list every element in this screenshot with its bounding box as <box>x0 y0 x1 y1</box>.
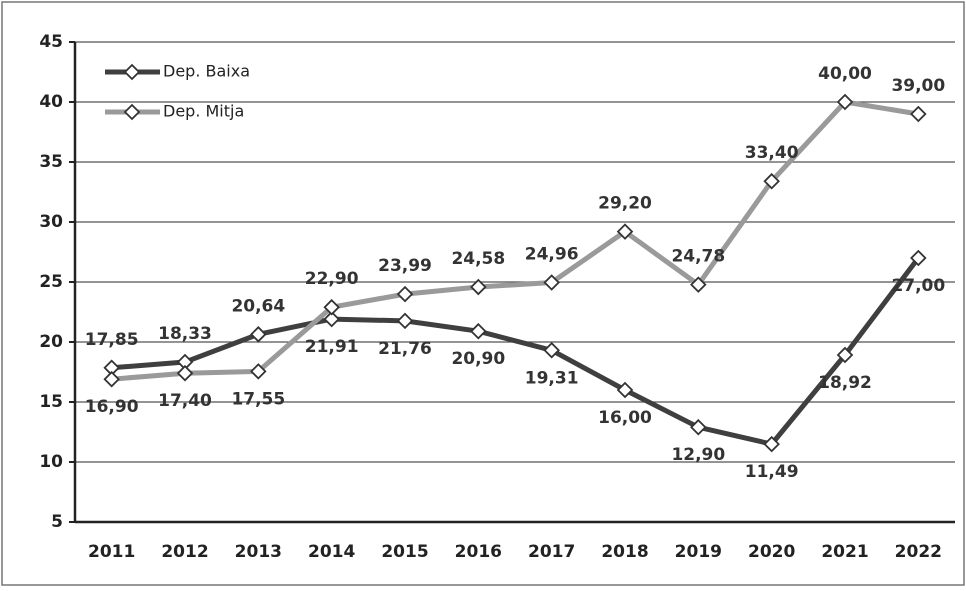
marker <box>616 381 634 399</box>
y-tick-label: 5 <box>51 512 63 532</box>
value-label: 16,00 <box>598 408 652 428</box>
value-label: 17,55 <box>231 389 285 409</box>
series-line <box>111 256 921 447</box>
x-tick-label: 2021 <box>821 542 868 562</box>
y-tick-label: 15 <box>39 392 63 412</box>
legend-marker <box>123 103 141 121</box>
x-tick-label: 2012 <box>161 542 208 562</box>
marker <box>396 285 414 303</box>
x-tick-label: 2019 <box>675 542 722 562</box>
y-tick-label: 35 <box>39 152 63 172</box>
marker <box>543 342 560 359</box>
value-label: 24,58 <box>451 249 505 269</box>
x-tick-label: 2015 <box>381 542 428 562</box>
y-tick-label: 10 <box>39 452 63 472</box>
value-label: 39,00 <box>891 76 945 96</box>
value-label: 21,91 <box>305 337 359 357</box>
value-label: 27,00 <box>891 276 945 296</box>
legend-marker <box>123 63 141 81</box>
marker <box>836 93 854 111</box>
x-tick-label: 2013 <box>235 542 282 562</box>
x-tick-label: 2020 <box>748 542 795 562</box>
marker <box>103 370 120 388</box>
marker <box>910 105 927 123</box>
value-label: 12,90 <box>671 445 725 465</box>
x-tick-label: 2016 <box>455 542 502 562</box>
x-tick-label: 2017 <box>528 542 575 562</box>
value-label: 11,49 <box>745 462 799 482</box>
x-tick-label: 2011 <box>88 542 135 562</box>
value-label: 18,33 <box>158 324 212 344</box>
marker <box>763 172 780 190</box>
y-tick-label: 20 <box>39 332 63 352</box>
marker <box>323 310 340 328</box>
value-label: 21,76 <box>378 339 432 359</box>
value-label: 33,40 <box>745 143 799 163</box>
legend-label: Dep. Baixa <box>163 62 250 81</box>
series-line <box>111 99 919 382</box>
y-tick-label: 40 <box>39 92 63 112</box>
marker <box>396 312 414 330</box>
value-label: 17,85 <box>85 330 139 350</box>
value-label: 24,78 <box>671 247 725 267</box>
value-label: 20,64 <box>231 296 285 316</box>
marker <box>470 278 487 296</box>
marker <box>323 298 340 316</box>
marker <box>470 322 487 340</box>
value-label: 20,90 <box>451 349 505 369</box>
value-label: 19,31 <box>525 368 579 388</box>
marker <box>763 435 780 453</box>
marker <box>176 364 194 382</box>
value-label: 23,99 <box>378 256 432 276</box>
marker <box>690 418 707 436</box>
value-label: 16,90 <box>85 397 139 417</box>
y-tick-label: 30 <box>39 212 63 232</box>
y-tick-label: 25 <box>39 272 63 292</box>
marker <box>250 326 267 343</box>
value-label: 18,92 <box>818 373 872 393</box>
marker <box>543 274 560 291</box>
value-label: 24,96 <box>525 244 579 264</box>
legend-label: Dep. Mitja <box>163 102 244 121</box>
value-label: 22,90 <box>305 269 359 289</box>
value-label: 40,00 <box>818 64 872 84</box>
y-tick-label: 45 <box>39 32 63 52</box>
value-label: 17,40 <box>158 391 212 411</box>
value-label: 29,20 <box>598 194 652 214</box>
marker <box>910 249 927 267</box>
x-tick-label: 2022 <box>895 542 942 562</box>
x-tick-label: 2018 <box>601 542 648 562</box>
marker <box>250 363 267 380</box>
marker <box>836 346 854 364</box>
marker <box>690 276 707 293</box>
marker <box>616 223 634 240</box>
x-tick-label: 2014 <box>308 542 355 562</box>
